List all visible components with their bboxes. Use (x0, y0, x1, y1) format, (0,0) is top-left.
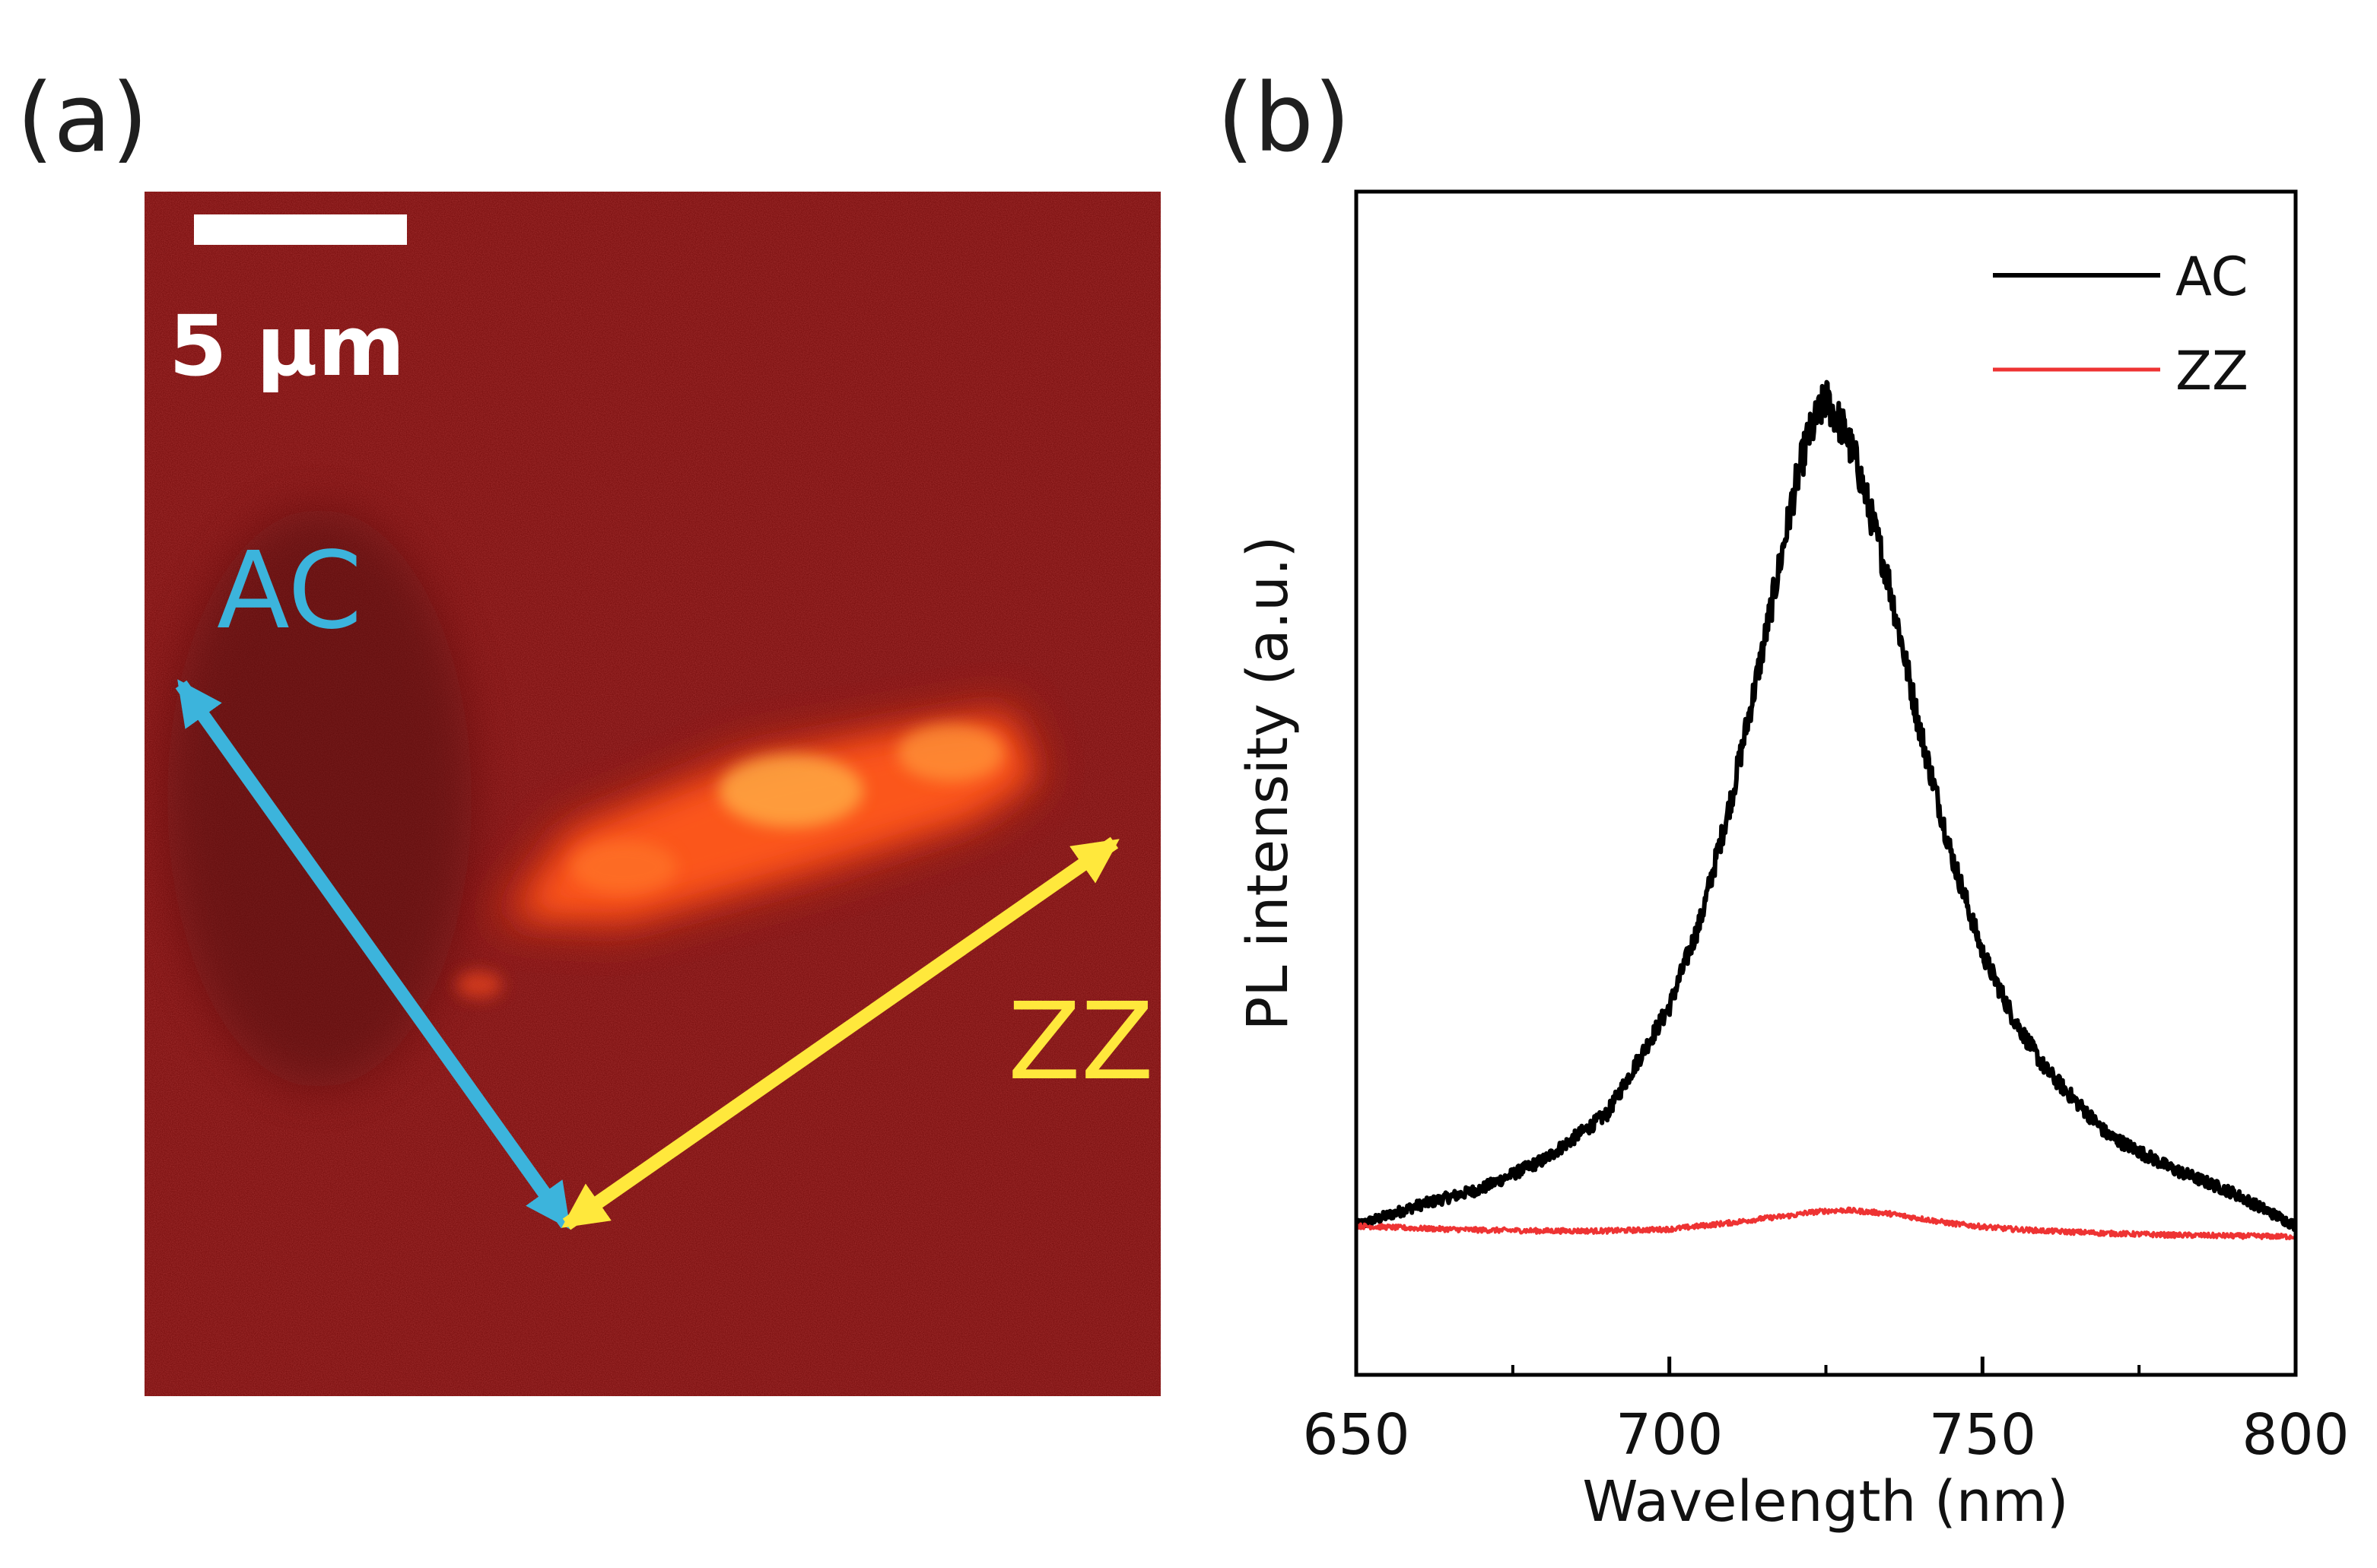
ac-label: AC (217, 529, 362, 653)
pl-spectrum-chart: 650 700 750 800 AC ZZ Wavelength (nm) PL in… (1235, 189, 2350, 1535)
legend-label-ac: AC (2175, 246, 2248, 308)
x-axis-ticks: 650 700 750 800 (1302, 1357, 2350, 1468)
panel-b-label: (b) (1217, 64, 1350, 173)
flake-tail (456, 971, 502, 998)
pl-image (145, 192, 1161, 1396)
flake-core-3 (570, 840, 677, 894)
panel-a-label: (a) (17, 64, 148, 173)
x-tick-label: 750 (1929, 1402, 2036, 1468)
zz-label: ZZ (1008, 980, 1154, 1104)
ac-arrow (175, 679, 573, 1230)
flake-core-1 (719, 754, 863, 827)
x-tick-label: 700 (1616, 1402, 1723, 1468)
series-line-ac (1356, 379, 2296, 1233)
flake-core-2 (898, 724, 1004, 782)
series-line-zz (1356, 1206, 2296, 1240)
x-axis-label: Wavelength (nm) (1582, 1469, 2068, 1535)
series-layer (1356, 379, 2296, 1240)
legend-label-zz: ZZ (2175, 340, 2248, 402)
y-axis-label: PL intensity (a.u.) (1235, 536, 1301, 1031)
zz-arrow (561, 836, 1120, 1230)
legend: AC ZZ (1993, 246, 2248, 402)
x-tick-label: 800 (2242, 1402, 2349, 1468)
scale-bar-label: 5 μm (169, 297, 405, 395)
x-tick-label: 650 (1302, 1402, 1409, 1468)
scale-bar (194, 214, 407, 245)
